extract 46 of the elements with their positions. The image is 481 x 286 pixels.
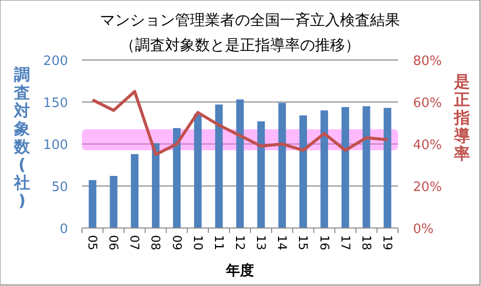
x-tick-label: 12 [233, 235, 247, 250]
y-tick-label: 100 [43, 138, 68, 153]
x-tick-label: 08 [148, 235, 163, 250]
bar [130, 154, 138, 228]
y-tick-label: 50 [51, 180, 68, 195]
y2-tick-label: 40% [413, 138, 442, 153]
x-tick-label: 14 [275, 235, 290, 250]
line-series [91, 90, 389, 156]
bar [320, 110, 328, 228]
y2-axis-title: 是正指導率 [453, 72, 470, 163]
x-tick-label: 10 [190, 235, 205, 250]
x-tick-label: 07 [128, 235, 142, 250]
x-tick-label: 09 [170, 235, 184, 250]
x-tick-label: 16 [317, 235, 332, 250]
bar [278, 102, 286, 228]
bar [342, 107, 350, 228]
x-tick-label: 19 [380, 235, 394, 250]
chart-title: マンション管理業者の全国一斉立入検査結果 [100, 11, 400, 29]
x-tick-label: 17 [338, 235, 352, 250]
y2-tick-label: 60% [413, 96, 442, 111]
bar [152, 143, 160, 228]
x-tick-label: 15 [296, 235, 310, 250]
bar [173, 128, 181, 228]
x-tick-label: 06 [106, 235, 121, 250]
chart-subtitle: （調査対象数と是正指導率の推移） [120, 36, 360, 54]
bar [194, 114, 202, 228]
bar [215, 104, 223, 228]
y2-tick-label: 80% [413, 54, 442, 69]
x-tick-label: 05 [86, 235, 100, 250]
bar [362, 106, 370, 228]
x-tick-label: 11 [212, 235, 226, 250]
x-tick-label: 13 [254, 235, 268, 250]
y-tick-label: 0 [60, 222, 68, 237]
bar [257, 121, 265, 228]
x-tick-label: 18 [359, 235, 374, 250]
bar [88, 180, 96, 228]
y2-tick-label: 0% [413, 222, 434, 237]
y2-tick-label: 20% [413, 180, 442, 195]
y-tick-label: 150 [43, 96, 68, 111]
y-axis-title: 調査対象数(社) [13, 65, 31, 210]
bar [110, 176, 118, 228]
bar [384, 108, 392, 228]
x-axis-title: 年度 [225, 262, 254, 279]
bar [299, 115, 307, 228]
y-tick-label: 200 [43, 54, 68, 69]
bar [236, 99, 244, 228]
